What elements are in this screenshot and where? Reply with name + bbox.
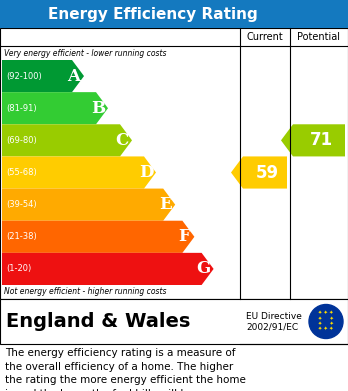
Text: D: D [139, 164, 153, 181]
Text: Energy Efficiency Rating: Energy Efficiency Rating [48, 7, 258, 22]
Text: The energy efficiency rating is a measure of
the overall efficiency of a home. T: The energy efficiency rating is a measur… [5, 348, 246, 391]
Polygon shape [281, 124, 345, 156]
Polygon shape [2, 60, 84, 92]
Text: England & Wales: England & Wales [6, 312, 190, 331]
Polygon shape [2, 156, 156, 188]
Bar [0, 28, 348, 299]
Text: 59: 59 [255, 163, 278, 181]
Circle shape [309, 305, 343, 339]
Text: ✦ ✦ ✦
✦     ✦
✦     ✦
✦ ✦ ✦: ✦ ✦ ✦ ✦ ✦ ✦ ✦ ✦ ✦ ✦ [318, 311, 334, 332]
Bar [0, 299, 348, 344]
Bar [0, 0, 348, 28]
Polygon shape [2, 221, 195, 253]
Polygon shape [2, 124, 132, 156]
Polygon shape [2, 92, 108, 124]
Text: Not energy efficient - higher running costs: Not energy efficient - higher running co… [4, 287, 166, 296]
Text: C: C [116, 132, 129, 149]
Text: (92-100): (92-100) [6, 72, 42, 81]
Polygon shape [2, 253, 214, 285]
Text: (69-80): (69-80) [6, 136, 37, 145]
Text: A: A [68, 68, 80, 84]
Text: F: F [179, 228, 190, 245]
Text: (81-91): (81-91) [6, 104, 37, 113]
Text: G: G [197, 260, 211, 278]
Text: EU Directive: EU Directive [246, 312, 302, 321]
Text: 71: 71 [309, 131, 333, 149]
Text: (21-38): (21-38) [6, 232, 37, 241]
Text: (39-54): (39-54) [6, 200, 37, 209]
Polygon shape [2, 188, 175, 221]
Text: Potential: Potential [298, 32, 340, 42]
Text: (55-68): (55-68) [6, 168, 37, 177]
Text: Current: Current [247, 32, 283, 42]
Polygon shape [231, 156, 287, 188]
Text: Very energy efficient - lower running costs: Very energy efficient - lower running co… [4, 48, 166, 57]
Text: 2002/91/EC: 2002/91/EC [246, 323, 298, 332]
Text: E: E [159, 196, 172, 213]
Text: B: B [91, 100, 105, 117]
Text: (1-20): (1-20) [6, 264, 31, 273]
